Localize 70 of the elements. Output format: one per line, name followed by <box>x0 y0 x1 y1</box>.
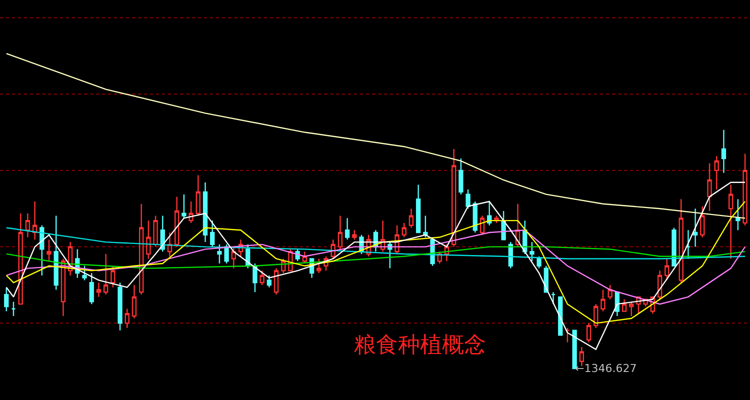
candlestick <box>742 153 748 226</box>
candlestick <box>174 196 180 248</box>
candlestick <box>700 206 705 238</box>
candlestick <box>316 258 322 274</box>
candlestick <box>82 265 87 281</box>
candlestick <box>118 282 122 331</box>
candlestick <box>565 327 570 343</box>
candlestick <box>664 258 670 281</box>
candlestick <box>60 258 66 317</box>
candlestick <box>274 268 279 296</box>
candlestick <box>692 208 698 248</box>
candlestick <box>536 256 542 269</box>
candlestick <box>32 200 38 240</box>
candlestick <box>586 322 592 343</box>
candlestick <box>266 274 272 288</box>
candlestick <box>217 244 222 264</box>
candlestick <box>594 303 598 329</box>
candlestick <box>231 246 236 269</box>
candlestick <box>530 241 534 262</box>
candlestick <box>202 182 208 243</box>
candlestick <box>167 232 172 257</box>
candlestick <box>707 162 712 212</box>
candlestick <box>196 174 200 216</box>
candlestick <box>423 215 428 238</box>
candlestick <box>146 220 151 260</box>
annotation: ←1346.627 <box>575 362 637 375</box>
candlestick <box>224 244 229 264</box>
candlestick <box>572 330 577 370</box>
candlestick <box>657 270 662 300</box>
candlestick <box>487 200 492 226</box>
candlestick <box>728 184 734 260</box>
candlestick <box>182 194 186 219</box>
candlestick <box>714 156 719 190</box>
candlestick <box>408 208 414 228</box>
candlestick <box>338 215 343 250</box>
candlestick <box>153 215 158 248</box>
text: 粮食种植概念 <box>354 333 486 358</box>
candlestick <box>402 222 406 238</box>
candlestick <box>452 148 456 248</box>
candlestick <box>110 265 116 288</box>
candlestick <box>458 158 464 195</box>
candlestick <box>678 198 684 284</box>
candlestick <box>89 272 94 305</box>
candlestick <box>344 218 350 240</box>
candlestick <box>352 230 357 240</box>
candlestick <box>25 212 30 238</box>
candlestick <box>550 292 556 305</box>
candlestick <box>252 262 258 293</box>
candlestick <box>132 284 137 319</box>
candlestick <box>96 282 102 298</box>
candlestick <box>721 129 726 174</box>
candlestick <box>40 224 44 276</box>
candlestick <box>11 301 16 317</box>
candlestick <box>466 188 470 210</box>
candlestick <box>210 220 215 248</box>
candlestick <box>629 301 634 317</box>
candlestick <box>4 286 9 312</box>
candlestick <box>260 270 264 286</box>
candlestick <box>54 215 58 290</box>
candlestick <box>416 184 421 234</box>
candlestick <box>46 239 52 262</box>
candlestick <box>124 308 130 329</box>
candlestick <box>103 253 108 296</box>
candlestick <box>608 284 612 300</box>
candlestick <box>600 289 606 312</box>
candlestick <box>736 198 740 231</box>
candlestick <box>139 203 144 296</box>
candlestick <box>672 227 676 266</box>
candlestick <box>622 298 627 312</box>
candlestick <box>686 230 691 260</box>
